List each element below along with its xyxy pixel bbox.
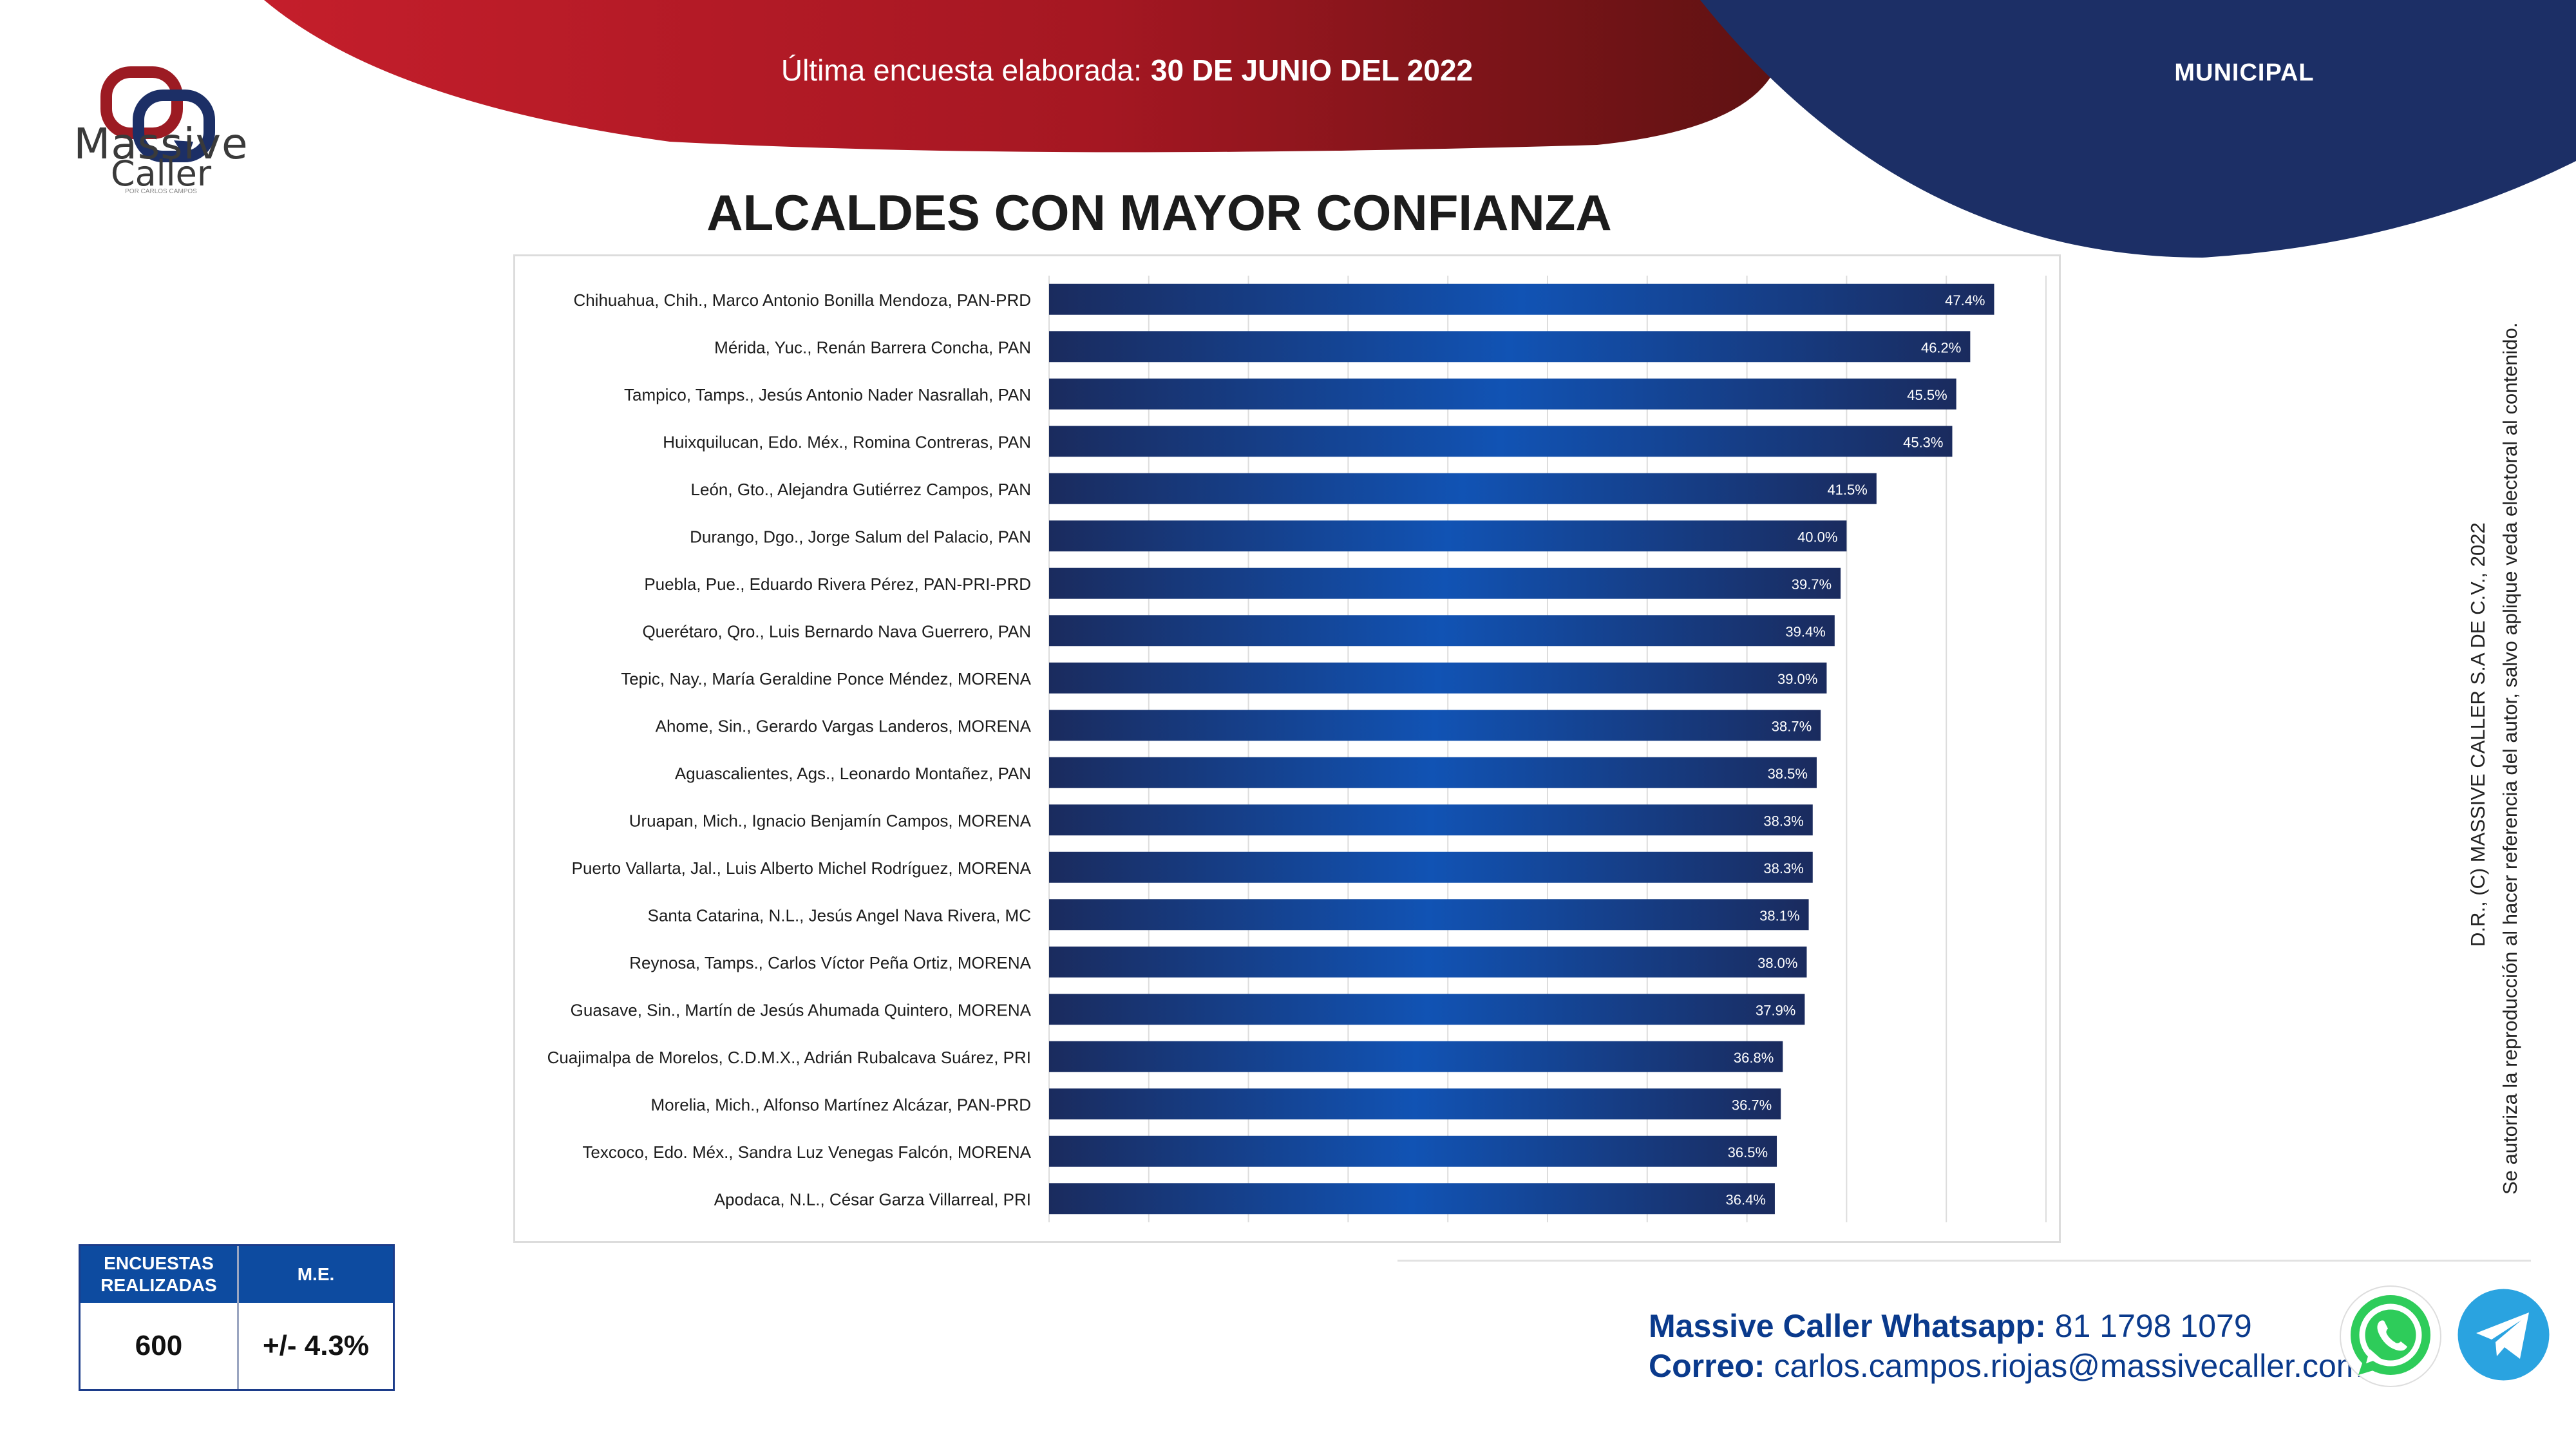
category-label: Guasave, Sin., Martín de Jesús Ahumada Q… [571,1000,1032,1019]
bar [1049,710,1821,741]
value-label: 46.2% [1921,339,1961,355]
category-label: Apodaca, N.L., César Garza Villarreal, P… [714,1189,1031,1209]
value-label: 39.7% [1792,576,1832,592]
value-label: 47.4% [1945,292,1985,308]
bar [1049,567,1841,599]
bar [1049,426,1953,457]
whatsapp-icon[interactable] [2339,1285,2442,1388]
whatsapp-number[interactable]: 81 1798 1079 [2054,1308,2252,1344]
category-label: Huixquilucan, Edo. Méx., Romina Contrera… [663,432,1031,451]
surveys-header: ENCUESTAS REALIZADAS [80,1246,237,1303]
value-label: 38.0% [1757,955,1797,971]
category-label: Puerto Vallarta, Jal., Luis Alberto Mich… [572,858,1032,878]
bar [1049,851,1813,883]
value-label: 36.8% [1734,1050,1774,1066]
value-label: 38.5% [1768,766,1808,782]
page-title: ALCALDES CON MAYOR CONFIANZA [706,184,1612,241]
value-label: 39.4% [1785,623,1825,639]
value-label: 38.1% [1759,907,1799,923]
bar [1049,804,1813,836]
me-header: M.E. [239,1246,393,1303]
navy-banner-shape [1700,0,2576,258]
contact-divider [1397,1260,2531,1262]
logo-tagline: POR CARLOS CAMPOS [125,188,197,195]
bar [1049,473,1877,504]
value-label: 36.7% [1732,1097,1772,1113]
bar-chart: Chihuahua, Chih., Marco Antonio Bonilla … [547,276,2047,1222]
bar [1049,662,1827,694]
category-label: Aguascalientes, Ags., Leonardo Montañez,… [675,764,1031,783]
value-label: 36.4% [1726,1191,1766,1208]
category-label: Tampico, Tamps., Jesús Antonio Nader Nas… [624,385,1031,404]
bar [1049,946,1807,978]
bar [1049,615,1835,647]
category-label: Reynosa, Tamps., Carlos Víctor Peña Orti… [629,953,1031,972]
bar [1049,331,1971,363]
bar [1049,899,1809,931]
surveys-value: 600 [135,1330,183,1361]
category-label: Mérida, Yuc., Renán Barrera Concha, PAN [714,337,1031,357]
bar [1049,378,1956,410]
whatsapp-label: Massive Caller Whatsapp: [1649,1308,2046,1344]
value-label: 37.9% [1756,1002,1795,1018]
copyright-line-1: D.R., (C) MASSIVE CALLER S.A DE C.V., 20… [2467,522,2489,947]
value-label: 36.5% [1728,1144,1768,1160]
bar [1049,1183,1775,1215]
value-label: 38.3% [1763,813,1803,829]
survey-date-value: 30 DE JUNIO DEL 2022 [1150,53,1473,87]
whatsapp-contact: Massive Caller Whatsapp: 81 1798 1079 [1649,1307,2252,1345]
telegram-icon[interactable] [2457,1288,2550,1381]
chart-frame: Chihuahua, Chih., Marco Antonio Bonilla … [513,254,2061,1243]
bar [1049,283,1994,315]
category-label: Uruapan, Mich., Ignacio Benjamín Campos,… [629,811,1032,830]
chart-bars: Chihuahua, Chih., Marco Antonio Bonilla … [547,283,1994,1215]
category-label: Texcoco, Edo. Méx., Sandra Luz Venegas F… [582,1142,1031,1162]
value-label: 45.3% [1903,434,1943,450]
value-label: 38.7% [1772,718,1812,734]
value-label: 40.0% [1797,529,1837,545]
copyright-line-2: Se autoriza la reproducción al hacer ref… [2499,322,2521,1195]
category-label: Ahome, Sin., Gerardo Vargas Landeros, MO… [656,716,1032,735]
value-label: 41.5% [1827,482,1867,498]
scope-label: MUNICIPAL [2174,59,2315,86]
category-label: León, Gto., Alejandra Gutiérrez Campos, … [691,480,1031,499]
surveys-header-line1: ENCUESTAS [104,1253,214,1273]
category-label: Tepic, Nay., María Geraldine Ponce Ménde… [621,669,1031,688]
bar [1049,1088,1781,1120]
logo-wordmark-massive: Massive [73,119,249,169]
me-value: +/- 4.3% [262,1330,370,1361]
category-label: Morelia, Mich., Alfonso Martínez Alcázar… [651,1095,1032,1114]
category-label: Puebla, Pue., Eduardo Rivera Pérez, PAN-… [644,574,1031,594]
bar [1049,757,1817,788]
category-label: Santa Catarina, N.L., Jesús Angel Nava R… [648,905,1031,925]
email-label: Correo: [1649,1348,1765,1384]
chart-gridlines [1048,276,2047,1222]
logo-wordmark-caller: Caller [110,153,212,194]
category-label: Cuajimalpa de Morelos, C.D.M.X., Adrián … [547,1048,1031,1067]
bar [1049,1041,1783,1072]
value-label: 38.3% [1763,860,1803,876]
value-label: 39.0% [1777,671,1817,687]
stats-divider [237,1246,239,1389]
bar [1049,1135,1777,1167]
surveys-header-line2: REALIZADAS [100,1275,217,1295]
survey-date-label: Última encuesta elaborada: [781,53,1142,87]
email-address[interactable]: carlos.campos.riojas@massivecaller.com [1774,1348,2363,1384]
bar [1049,520,1847,552]
category-label: Querétaro, Qro., Luis Bernardo Nava Guer… [642,621,1031,641]
survey-date-banner: Última encuesta elaborada: 30 DE JUNIO DE… [708,53,1546,88]
bar [1049,994,1805,1025]
survey-stats-table: ENCUESTAS REALIZADAS M.E. 600 +/- 4.3% [79,1244,395,1391]
red-banner-shape [264,0,1783,153]
massive-caller-logo-icon [100,66,215,162]
category-label: Chihuahua, Chih., Marco Antonio Bonilla … [573,290,1031,310]
value-label: 45.5% [1907,387,1947,403]
email-contact: Correo: carlos.campos.riojas@massivecall… [1649,1347,2363,1385]
category-label: Durango, Dgo., Jorge Salum del Palacio, … [690,527,1031,546]
